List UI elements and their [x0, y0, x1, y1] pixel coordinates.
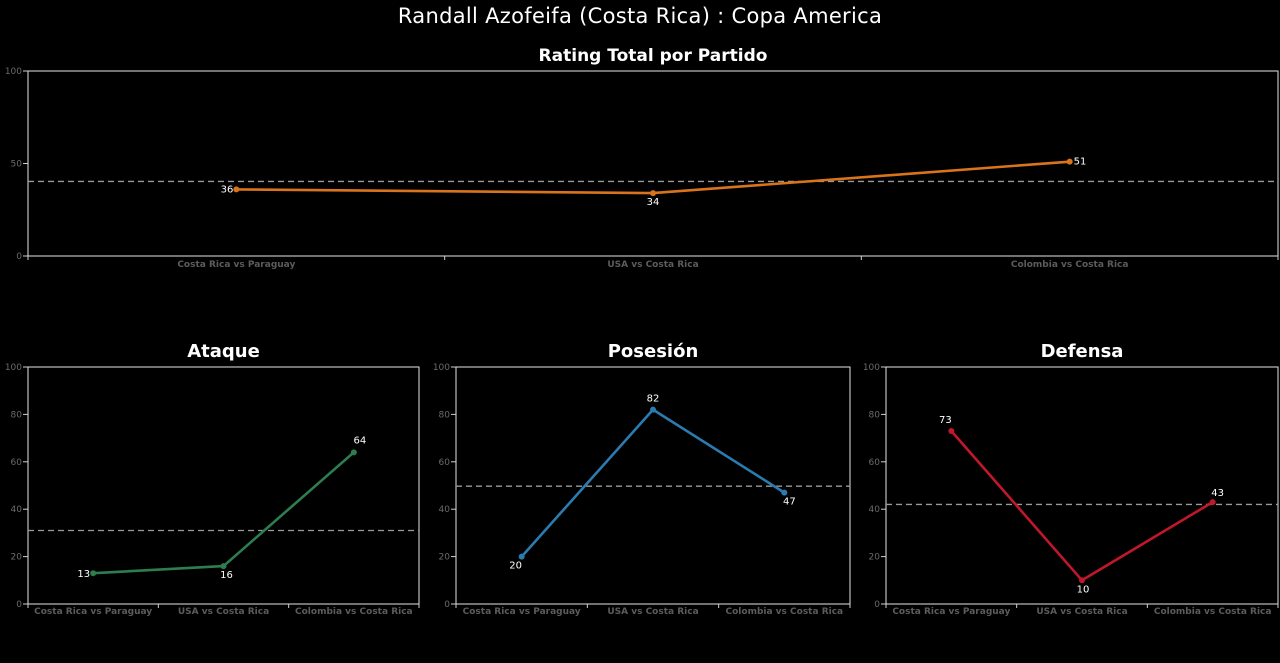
- total-data-point: [650, 190, 656, 197]
- defensa-data-point: [1079, 577, 1085, 584]
- ataque-ytick-label: 0: [16, 600, 22, 610]
- defensa-chart-title: Defensa: [1041, 341, 1124, 362]
- defensa-xtick-label: Costa Rica vs Paraguay: [892, 607, 1010, 617]
- defensa-data-label: 73: [939, 415, 952, 426]
- ataque-xtick-label: Colombia vs Costa Rica: [295, 607, 413, 617]
- total-ytick-label: 100: [5, 67, 22, 77]
- posesion-ytick-label: 0: [444, 600, 450, 610]
- posesion-data-label: 82: [647, 394, 660, 405]
- ataque-plot-frame: [27, 366, 420, 605]
- defensa-ytick-label: 0: [874, 600, 880, 610]
- posesion-ytick-label: 100: [433, 363, 450, 373]
- total-series-line: [236, 160, 1070, 195]
- defensa-ytick-label: 60: [869, 458, 881, 468]
- defensa-data-point: [948, 427, 955, 434]
- posesion-data-point: [650, 406, 656, 413]
- ataque-ytick-label: 20: [11, 553, 23, 563]
- total-data-label: 34: [647, 197, 660, 208]
- main-title: Randall Azofeifa (Costa Rica) : Copa Ame…: [397, 4, 883, 28]
- ataque-data-label: 13: [77, 569, 90, 580]
- ataque-xtick-label: USA vs Costa Rica: [178, 607, 269, 617]
- defensa-data-label: 10: [1077, 584, 1090, 595]
- total-data-point: [233, 186, 240, 193]
- ataque-data-label: 64: [353, 435, 366, 446]
- ataque-ytick-label: 100: [5, 363, 22, 373]
- posesion-xtick-label: Costa Rica vs Paraguay: [463, 607, 581, 617]
- defensa-ytick-label: 20: [869, 553, 881, 563]
- total-ytick-label: 0: [16, 252, 22, 262]
- posesion-xtick-label: USA vs Costa Rica: [607, 607, 698, 617]
- posesion-data-point: [781, 489, 788, 496]
- defensa-ytick-label: 80: [869, 410, 881, 420]
- posesion-series-line: [520, 408, 786, 558]
- total-xtick-label: USA vs Costa Rica: [607, 260, 698, 270]
- ataque-ytick-label: 60: [11, 458, 23, 468]
- posesion-xtick-label: Colombia vs Costa Rica: [726, 607, 844, 617]
- posesion-ytick-label: 80: [439, 410, 451, 420]
- ataque-ytick-label: 80: [11, 410, 23, 420]
- posesion-data-label: 47: [783, 497, 796, 508]
- total-xtick-label: Costa Rica vs Paraguay: [177, 260, 295, 270]
- ataque-ytick-label: 40: [11, 505, 23, 515]
- defensa-plot-frame: [885, 366, 1279, 605]
- ataque-data-label: 16: [220, 570, 233, 581]
- defensa-data-label: 43: [1211, 488, 1224, 499]
- total-chart-title: Rating Total por Partido: [539, 46, 768, 66]
- defensa-ytick-label: 40: [869, 505, 881, 515]
- ataque-data-point: [350, 449, 357, 456]
- posesion-ytick-label: 20: [439, 553, 451, 563]
- defensa-xtick-label: USA vs Costa Rica: [1036, 607, 1127, 617]
- total-plot-frame: [27, 70, 1279, 257]
- posesion-ytick-label: 60: [439, 458, 451, 468]
- posesion-plot-frame: [455, 366, 851, 605]
- total-ytick-label: 50: [11, 160, 23, 170]
- total-data-label: 36: [221, 184, 234, 195]
- defensa-ytick-label: 100: [863, 363, 880, 373]
- ataque-xtick-label: Costa Rica vs Paraguay: [34, 607, 152, 617]
- posesion-ytick-label: 40: [439, 505, 451, 515]
- defensa-xtick-label: Colombia vs Costa Rica: [1154, 607, 1272, 617]
- defensa-data-point: [1209, 499, 1216, 506]
- ataque-data-point: [90, 570, 97, 577]
- ataque-series-line: [93, 451, 355, 575]
- posesion-data-label: 20: [509, 561, 522, 572]
- ataque-data-point: [220, 563, 227, 570]
- total-data-point: [1066, 158, 1073, 165]
- defensa-series-line: [950, 430, 1214, 582]
- posesion-chart-title: Posesión: [608, 341, 699, 362]
- posesion-data-point: [518, 553, 525, 560]
- total-data-label: 51: [1074, 157, 1087, 168]
- ataque-chart-title: Ataque: [187, 341, 260, 362]
- total-xtick-label: Colombia vs Costa Rica: [1011, 260, 1129, 270]
